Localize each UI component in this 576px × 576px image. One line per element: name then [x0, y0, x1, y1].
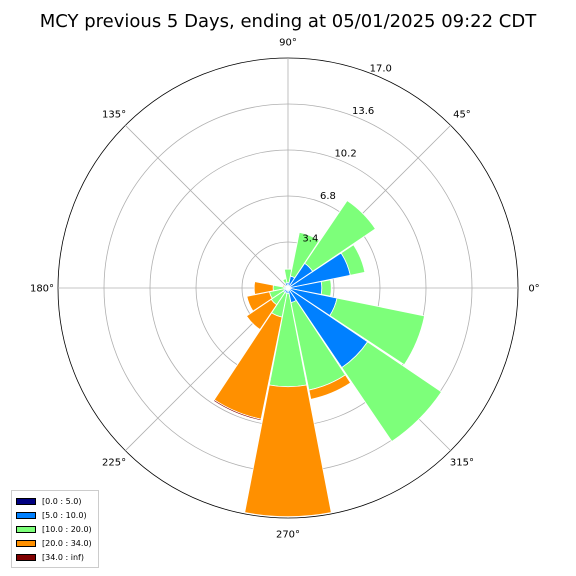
legend-swatch — [16, 525, 36, 533]
legend: [0.0 : 5.0) [5.0 : 10.0) [10.0 : 20.0) [20.… — [11, 490, 99, 568]
legend-label: [34.0 : inf) — [42, 552, 84, 562]
angle-tick-label: 0° — [528, 284, 539, 295]
legend-item: [0.0 : 5.0) — [16, 494, 92, 508]
axis-labels: 0° 45° 90° 135° 180° 225° 270° 315° 3.4 6.8 10.2 13… — [30, 38, 540, 541]
windrose-bar — [282, 278, 288, 285]
legend-swatch — [16, 511, 36, 519]
windrose-bar — [283, 268, 293, 284]
legend-label: [5.0 : 10.0) — [42, 510, 87, 520]
windrose-bar — [212, 399, 262, 422]
windrose-bar — [308, 374, 352, 400]
windrose-bar — [289, 231, 320, 279]
chart-title: MCY previous 5 Days, ending at 05/01/202… — [39, 11, 537, 32]
windrose-bar — [245, 298, 278, 331]
angle-tick-label: 135° — [102, 110, 126, 121]
legend-item: [34.0 : inf) — [16, 550, 92, 564]
legend-label: [20.0 : 34.0) — [42, 538, 92, 548]
legend-swatch — [16, 497, 36, 505]
legend-label: [0.0 : 5.0) — [42, 496, 82, 506]
windrose-bar — [340, 244, 366, 276]
angle-tick-label: 45° — [453, 110, 471, 121]
radial-tick-label: 3.4 — [302, 234, 318, 245]
windrose-bar — [246, 291, 273, 312]
legend-item: [20.0 : 34.0) — [16, 536, 92, 550]
legend-item: [10.0 : 20.0) — [16, 522, 92, 536]
angle-tick-label: 225° — [102, 457, 126, 468]
legend-label: [10.0 : 20.0) — [42, 524, 92, 534]
angle-tick-label: 270° — [276, 530, 300, 541]
angle-tick-label: 90° — [279, 38, 297, 49]
radial-tick-label: 6.8 — [320, 191, 336, 202]
windrose-bar — [244, 384, 332, 517]
legend-item: [5.0 : 10.0) — [16, 508, 92, 522]
windrose-bars — [212, 200, 443, 517]
legend-swatch — [16, 553, 36, 561]
windrose-bar — [341, 341, 443, 443]
radial-tick-label: 13.6 — [352, 106, 374, 117]
radial-tick-label: 10.2 — [334, 149, 356, 160]
angular-gridline — [125, 125, 289, 289]
radial-tick-label: 17.0 — [370, 64, 392, 75]
legend-swatch — [16, 539, 36, 547]
windrose-bar — [329, 297, 425, 366]
windrose-bar — [320, 279, 332, 297]
angle-tick-label: 180° — [30, 284, 54, 295]
angle-tick-label: 315° — [450, 457, 474, 468]
windrose-bar — [304, 200, 376, 272]
